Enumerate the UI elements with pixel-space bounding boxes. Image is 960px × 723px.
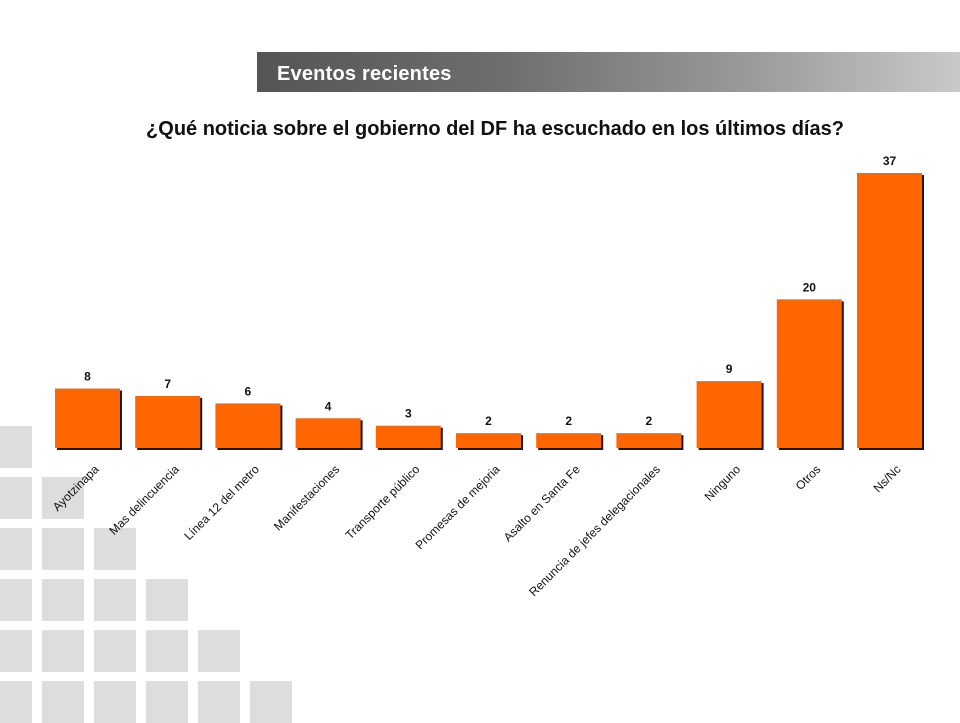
bar <box>536 433 602 448</box>
category-label: Manifestaciones <box>271 462 342 533</box>
decor-square <box>0 528 32 570</box>
data-label: 37 <box>883 154 897 168</box>
decor-square <box>94 681 136 723</box>
decor-square <box>250 681 292 723</box>
decor-square <box>146 681 188 723</box>
data-label: 2 <box>646 414 653 428</box>
data-label: 20 <box>803 280 817 294</box>
decor-square <box>94 579 136 621</box>
category-label: Ns/Nc <box>871 462 904 495</box>
data-label: 2 <box>565 414 572 428</box>
bar <box>215 403 281 448</box>
section-title: Eventos recientes <box>277 63 452 85</box>
decor-square <box>0 681 32 723</box>
decor-square <box>0 477 32 519</box>
decor-square <box>94 630 136 672</box>
bar <box>456 433 521 448</box>
decor-square <box>146 579 188 621</box>
bar <box>55 388 120 448</box>
decor-square <box>0 426 32 468</box>
bar <box>776 299 842 448</box>
bar <box>375 425 441 448</box>
category-label: Mas delincuencia <box>106 462 182 538</box>
data-label: 9 <box>726 362 733 376</box>
category-label: Transporte público <box>343 462 423 542</box>
category-label: Ninguno <box>702 462 744 504</box>
category-label: Asalto en Santa Fe <box>501 462 583 544</box>
bar <box>616 433 682 448</box>
decor-square <box>42 528 84 570</box>
category-label: Renuncia de jefes delegacionales <box>526 462 663 599</box>
decor-square <box>0 579 32 621</box>
data-label: 2 <box>485 414 492 428</box>
category-label: Promesas de mejoria <box>413 462 503 552</box>
bar <box>857 173 922 448</box>
data-label: 8 <box>84 370 91 384</box>
decor-square <box>42 681 84 723</box>
decor-square <box>42 579 84 621</box>
decor-square <box>146 630 188 672</box>
bar <box>135 395 201 448</box>
data-label: 3 <box>405 407 412 421</box>
chart-title: ¿Qué noticia sobre el gobierno del DF ha… <box>146 118 844 140</box>
section-header: Eventos recientes <box>257 52 960 92</box>
bar <box>696 381 762 448</box>
category-label: Otros <box>793 462 824 493</box>
decor-square <box>198 630 240 672</box>
data-label: 4 <box>325 399 332 413</box>
category-label: Ayotzinapa <box>50 462 102 514</box>
decor-square <box>42 477 84 519</box>
decor-square <box>94 528 136 570</box>
bar <box>295 418 361 448</box>
decor-square <box>42 630 84 672</box>
decor-square <box>0 630 32 672</box>
data-label: 7 <box>164 377 171 391</box>
decor-square <box>198 681 240 723</box>
data-label: 6 <box>245 384 252 398</box>
category-label: Línea 12 del metro <box>181 462 262 543</box>
